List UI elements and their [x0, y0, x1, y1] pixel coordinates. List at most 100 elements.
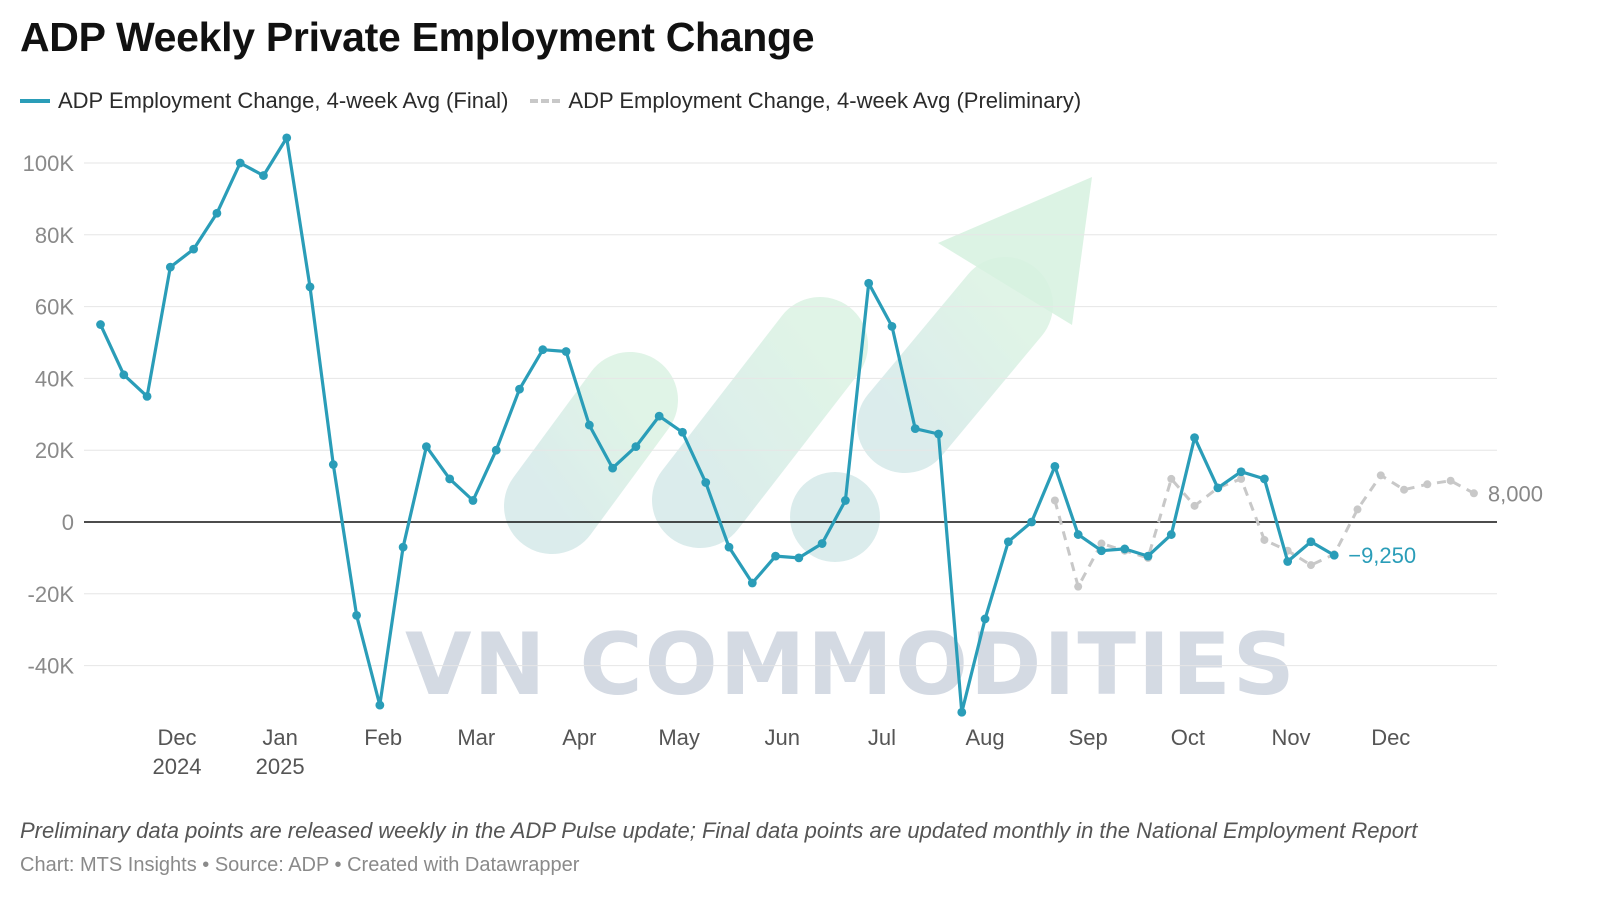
x-tick-label: Jul — [868, 725, 896, 750]
data-point-final — [1259, 474, 1269, 484]
data-point-preliminary — [1376, 471, 1385, 480]
data-point-final — [1143, 551, 1153, 561]
data-point-final — [864, 278, 874, 288]
series-group: 8,000 −9,250 — [96, 133, 1543, 717]
data-point-final — [1097, 546, 1106, 556]
data-point-final — [910, 424, 920, 434]
y-tick-label: 40K — [35, 366, 74, 391]
data-point-preliminary — [1423, 480, 1432, 489]
data-point-preliminary — [1237, 474, 1246, 483]
x-tick-year-label: 2025 — [256, 754, 305, 779]
chart-title: ADP Weekly Private Employment Change — [20, 14, 815, 60]
data-point-final — [771, 551, 780, 561]
data-point-preliminary — [1074, 582, 1083, 591]
series-line-preliminary — [1053, 473, 1475, 589]
data-point-final — [515, 384, 524, 394]
data-point-preliminary — [1097, 539, 1106, 548]
data-point-final — [561, 347, 571, 356]
y-tick-label: -40K — [28, 654, 75, 679]
legend-swatch-final — [20, 99, 50, 103]
x-tick-label: Sep — [1069, 725, 1108, 750]
x-tick-label: May — [658, 725, 700, 750]
x-tick-label: Feb — [364, 725, 402, 750]
data-point-final — [212, 208, 222, 218]
grid-lines — [84, 162, 1497, 667]
x-tick-year-label: 2024 — [153, 754, 202, 779]
data-point-final — [1190, 433, 1199, 443]
data-point-final — [445, 474, 455, 484]
data-point-final — [817, 539, 827, 548]
data-point-final — [1050, 461, 1060, 471]
data-point-preliminary — [1446, 476, 1455, 485]
y-tick-label: 100K — [23, 151, 75, 176]
data-point-final — [538, 345, 548, 355]
data-point-final — [375, 700, 385, 710]
data-point-final — [841, 496, 850, 505]
data-point-preliminary — [1400, 485, 1409, 494]
data-point-final — [678, 427, 687, 437]
data-point-final — [1213, 483, 1223, 493]
data-point-final — [189, 244, 199, 254]
x-tick-label: Dec — [1371, 725, 1410, 750]
data-point-final — [96, 320, 105, 329]
x-tick-label: Aug — [965, 725, 1004, 750]
data-point-final — [1166, 530, 1176, 539]
data-point-preliminary — [1167, 474, 1176, 483]
watermark-bar-1 — [504, 352, 678, 554]
legend-label-preliminary: ADP Employment Change, 4-week Avg (Preli… — [568, 88, 1082, 113]
watermark-arrow-head — [938, 177, 1092, 325]
data-point-final — [235, 158, 245, 168]
data-point-final — [608, 463, 618, 473]
y-tick-label: 60K — [35, 295, 74, 320]
data-point-final — [1236, 467, 1246, 477]
data-point-final — [1329, 550, 1339, 560]
data-point-preliminary — [1050, 496, 1059, 505]
data-point-final — [957, 707, 967, 717]
data-point-final — [119, 370, 129, 380]
x-tick-labels: Dec 2024 Jan 2025 Feb Mar Apr May Jun Jul Aug Sep Oc… — [153, 725, 1411, 779]
x-tick-label: Jan — [262, 725, 297, 750]
data-point-final — [631, 442, 641, 452]
data-point-preliminary — [1306, 561, 1315, 570]
x-tick-label: Dec — [157, 725, 196, 750]
data-point-preliminary — [1353, 505, 1362, 514]
data-point-final — [1306, 537, 1316, 547]
y-tick-labels: 100K 80K 60K 40K 20K 0 -20K -40K — [23, 151, 75, 679]
data-point-final — [1003, 537, 1013, 547]
x-tick-label: Nov — [1271, 725, 1310, 750]
data-point-final — [422, 442, 431, 452]
data-point-final — [468, 496, 478, 505]
chart-note: Preliminary data points are released wee… — [20, 818, 1418, 843]
data-point-final — [398, 542, 408, 552]
data-point-final — [654, 411, 664, 421]
data-point-final — [584, 420, 594, 430]
data-point-final — [259, 171, 268, 180]
legend-item-preliminary: ADP Employment Change, 4-week Avg (Preli… — [530, 88, 1081, 114]
chart-source: Chart: MTS Insights • Source: ADP • Crea… — [20, 854, 580, 876]
legend-label-final: ADP Employment Change, 4-week Avg (Final… — [58, 88, 509, 113]
data-point-final — [142, 391, 152, 401]
legend: ADP Employment Change, 4-week Avg (Final… — [20, 88, 1103, 114]
data-point-final — [794, 553, 804, 563]
data-point-final — [980, 614, 990, 624]
y-tick-label: -20K — [28, 582, 75, 607]
data-point-final — [328, 460, 338, 469]
watermark-text: VN COMMODITIES — [405, 615, 1297, 715]
data-point-final — [934, 429, 943, 439]
legend-item-final: ADP Employment Change, 4-week Avg (Final… — [20, 88, 508, 114]
data-point-preliminary — [1469, 489, 1478, 498]
watermark-bar-2 — [652, 297, 868, 548]
end-label-final: −9,250 — [1348, 543, 1416, 568]
x-tick-label: Mar — [457, 725, 495, 750]
y-tick-label: 0 — [62, 510, 74, 535]
y-tick-label: 80K — [35, 223, 74, 248]
data-point-final — [352, 610, 361, 620]
data-point-final — [747, 578, 757, 588]
data-point-final — [1120, 544, 1130, 554]
data-point-final — [282, 133, 292, 143]
data-point-final — [165, 262, 175, 272]
legend-swatch-preliminary — [530, 99, 561, 103]
data-point-final — [724, 542, 734, 552]
data-point-final — [1283, 557, 1293, 566]
watermark-arrow-shaft — [857, 257, 1053, 473]
